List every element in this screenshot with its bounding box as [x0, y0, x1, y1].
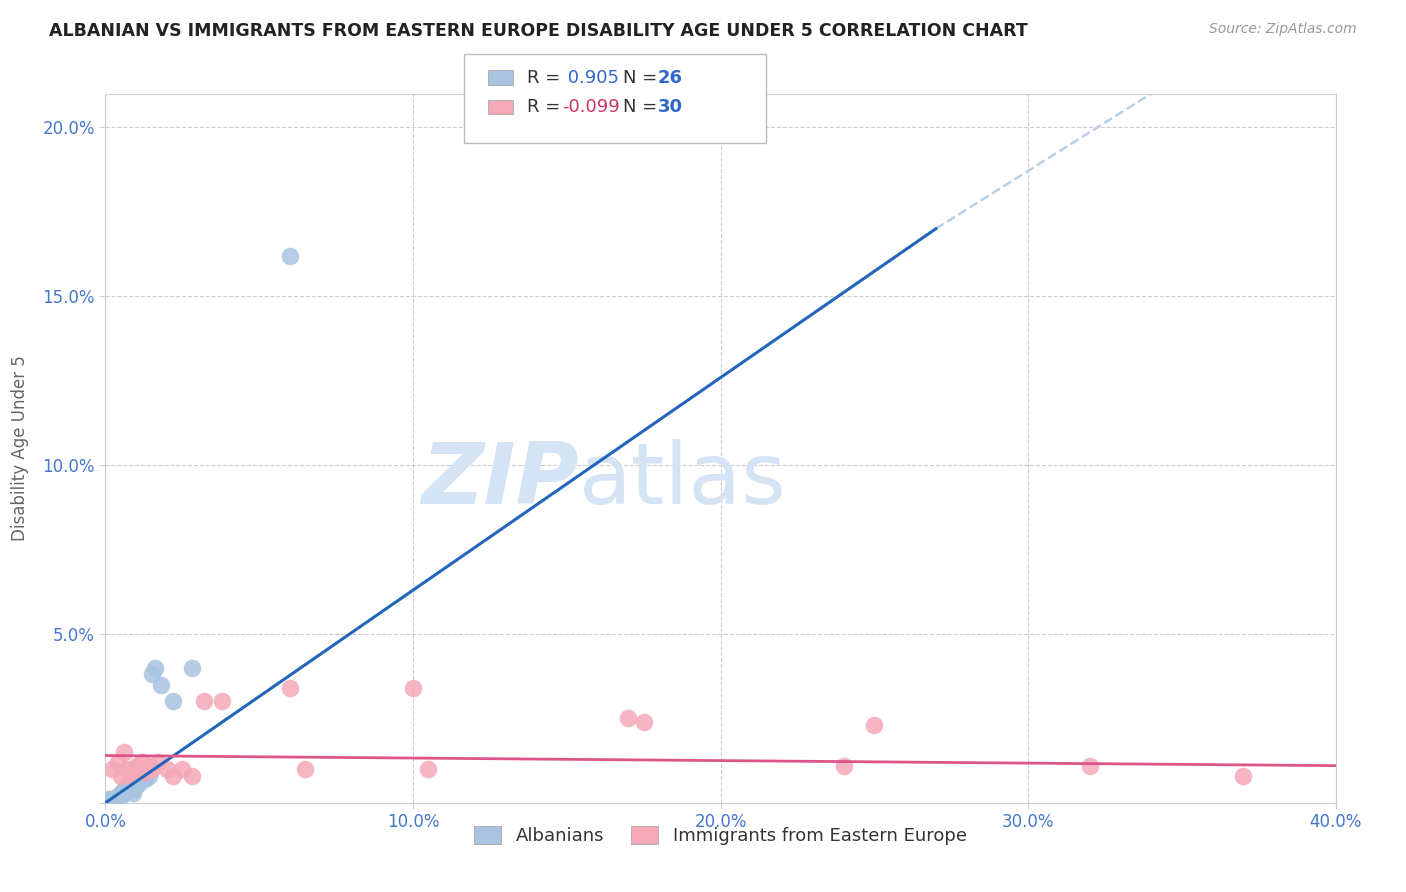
Y-axis label: Disability Age Under 5: Disability Age Under 5: [11, 355, 28, 541]
Point: [100, 762, 122, 776]
Point: [110, 786, 132, 800]
Point: [115, 779, 138, 793]
Text: atlas: atlas: [579, 439, 787, 522]
Point: [180, 661, 202, 675]
Text: ZIP: ZIP: [422, 439, 579, 522]
Point: [141, 667, 163, 681]
Text: 0.905: 0.905: [562, 69, 620, 87]
Point: [134, 772, 156, 787]
Point: [107, 789, 129, 803]
Point: [617, 711, 640, 725]
Point: [122, 765, 145, 780]
Point: [278, 681, 301, 695]
Point: [193, 694, 215, 708]
Point: [143, 661, 166, 675]
Point: [131, 772, 153, 787]
Point: [418, 762, 440, 776]
Text: R =: R =: [527, 69, 567, 87]
Point: [172, 762, 194, 776]
Point: [138, 769, 160, 783]
Point: [120, 769, 141, 783]
Point: [156, 762, 179, 776]
Text: -0.099: -0.099: [562, 98, 620, 116]
Point: [107, 756, 129, 770]
Point: [278, 249, 301, 263]
Point: [138, 758, 160, 772]
Point: [402, 681, 425, 695]
Text: 26: 26: [658, 69, 683, 87]
Point: [211, 694, 233, 708]
Point: [125, 779, 148, 793]
Point: [294, 762, 316, 776]
Point: [128, 762, 150, 776]
Point: [633, 714, 655, 729]
Text: N =: N =: [623, 98, 662, 116]
Point: [120, 782, 141, 797]
Point: [863, 718, 886, 732]
Point: [149, 678, 172, 692]
Legend: Albanians, Immigrants from Eastern Europe: Albanians, Immigrants from Eastern Europ…: [465, 817, 976, 854]
Point: [128, 775, 150, 789]
Point: [112, 786, 135, 800]
Point: [1078, 758, 1101, 772]
Point: [146, 756, 169, 770]
Point: [131, 756, 153, 770]
Point: [110, 769, 132, 783]
Point: [110, 789, 132, 803]
Point: [115, 762, 138, 776]
Point: [100, 792, 122, 806]
Point: [162, 694, 184, 708]
Point: [1232, 769, 1254, 783]
Text: Source: ZipAtlas.com: Source: ZipAtlas.com: [1209, 22, 1357, 37]
Point: [104, 792, 127, 806]
Point: [97, 792, 120, 806]
Point: [122, 786, 145, 800]
Point: [112, 745, 135, 759]
Point: [122, 782, 145, 797]
Point: [115, 782, 138, 797]
Point: [832, 758, 855, 772]
Text: ALBANIAN VS IMMIGRANTS FROM EASTERN EUROPE DISABILITY AGE UNDER 5 CORRELATION CH: ALBANIAN VS IMMIGRANTS FROM EASTERN EURO…: [49, 22, 1028, 40]
Point: [162, 769, 184, 783]
Point: [141, 762, 163, 776]
Point: [125, 758, 148, 772]
Point: [180, 769, 202, 783]
Point: [125, 775, 148, 789]
Text: N =: N =: [623, 69, 662, 87]
Point: [120, 779, 141, 793]
Point: [112, 782, 135, 797]
Text: 30: 30: [658, 98, 683, 116]
Point: [134, 765, 156, 780]
Text: R =: R =: [527, 98, 567, 116]
